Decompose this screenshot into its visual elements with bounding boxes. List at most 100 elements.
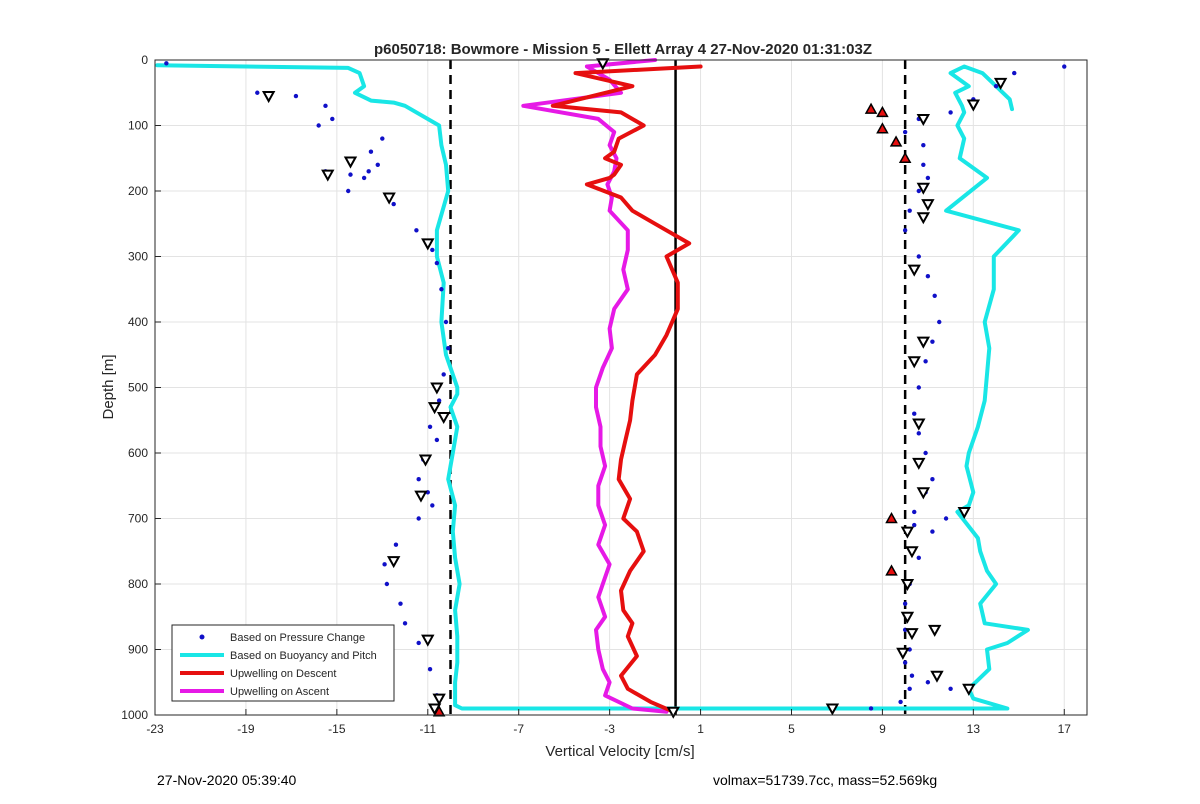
y-tick-label: 500	[128, 381, 148, 395]
mass-info-footer: volmax=51739.7cc, mass=52.569kg	[713, 772, 938, 788]
down-triangle-marker	[993, 77, 1008, 90]
data-point	[909, 673, 915, 678]
x-tick-label: 17	[1058, 722, 1072, 736]
down-triangle-marker	[916, 182, 931, 195]
data-point	[907, 686, 912, 691]
data-point	[380, 136, 385, 141]
x-tick-label: -3	[604, 722, 615, 736]
down-triangle-marker	[386, 556, 401, 569]
data-point	[439, 287, 444, 292]
data-point	[348, 172, 353, 177]
legend-box	[171, 624, 395, 702]
data-point	[912, 411, 917, 416]
legend-dot-swatch	[199, 634, 205, 640]
data-point	[430, 247, 435, 253]
down-triangle-marker	[900, 611, 915, 624]
data-point	[1062, 64, 1067, 69]
down-triangle-marker	[905, 546, 919, 559]
x-tick-label: 5	[788, 722, 795, 736]
data-point	[164, 61, 169, 66]
data-point	[907, 208, 912, 213]
down-triangle-marker	[430, 382, 444, 395]
data-point	[925, 175, 931, 181]
data-point	[434, 437, 440, 443]
down-triangle-marker	[900, 579, 915, 592]
data-point	[414, 228, 419, 233]
y-tick-label: 400	[128, 315, 148, 329]
data-point	[382, 562, 387, 567]
data-point	[925, 273, 931, 279]
data-point	[436, 398, 442, 403]
data-point	[902, 129, 908, 135]
down-triangle-marker	[907, 264, 921, 277]
x-tick-label: -7	[513, 722, 524, 736]
data-point	[441, 372, 446, 377]
data-point	[912, 509, 917, 515]
data-point	[391, 201, 396, 207]
data-point	[323, 103, 328, 109]
data-point	[416, 640, 421, 646]
x-tick-label: 13	[967, 722, 981, 736]
data-point	[384, 581, 390, 587]
data-point	[346, 188, 351, 194]
down-triangle-marker	[900, 526, 915, 539]
up-triangle-marker	[864, 102, 878, 114]
data-point	[943, 516, 949, 521]
data-point	[1012, 70, 1017, 76]
data-point	[916, 431, 921, 436]
down-triangle-marker	[418, 454, 433, 467]
legend-label: Based on Buoyancy and Pitch	[230, 650, 377, 662]
y-tick-label: 800	[128, 577, 148, 591]
data-point	[930, 477, 935, 482]
up-triangle-marker	[889, 135, 903, 147]
data-point	[416, 477, 421, 482]
data-point	[898, 699, 903, 705]
up-triangle-marker	[876, 105, 889, 118]
x-tick-label: 1	[697, 722, 704, 736]
x-tick-label: -11	[420, 722, 437, 736]
data-point	[427, 424, 433, 429]
up-triangle-marker	[885, 511, 898, 524]
series-line	[550, 64, 703, 714]
data-point	[446, 346, 451, 351]
y-tick-label: 700	[128, 512, 148, 526]
down-triangle-marker	[666, 706, 680, 719]
down-triangle-marker	[321, 169, 335, 182]
data-point	[416, 516, 421, 521]
data-point	[916, 555, 921, 560]
chart-title: p6050718: Bowmore - Mission 5 - Ellett A…	[374, 41, 872, 58]
data-point	[375, 162, 380, 167]
y-tick-label: 600	[128, 446, 148, 460]
data-point	[427, 666, 433, 672]
up-triangle-marker	[885, 564, 898, 576]
data-point	[393, 542, 399, 547]
y-tick-label: 300	[128, 250, 148, 264]
data-point	[930, 339, 935, 344]
data-point	[361, 175, 367, 181]
series-line	[521, 58, 669, 714]
plot-series	[155, 58, 1067, 714]
timestamp-footer: 27-Nov-2020 05:39:40	[157, 772, 297, 788]
data-point	[925, 680, 931, 685]
x-tick-label: -15	[328, 722, 346, 736]
x-axis-label: Vertical Velocity [cm/s]	[545, 743, 694, 760]
down-triangle-marker	[916, 336, 931, 349]
down-triangle-marker	[896, 647, 910, 660]
data-point	[402, 621, 408, 626]
data-point	[937, 319, 942, 325]
down-triangle-marker	[414, 490, 428, 503]
down-triangle-marker	[427, 402, 442, 415]
data-point	[434, 260, 440, 266]
data-point	[912, 522, 917, 528]
x-tick-label: -19	[237, 722, 255, 736]
down-triangle-marker	[907, 356, 921, 369]
down-triangle-marker	[436, 411, 451, 425]
data-point	[902, 660, 908, 665]
down-triangle-marker	[382, 192, 396, 205]
data-point	[948, 110, 953, 115]
data-point	[930, 529, 935, 534]
y-tick-label: 200	[128, 184, 148, 198]
data-point	[948, 686, 953, 691]
data-point	[923, 450, 928, 456]
